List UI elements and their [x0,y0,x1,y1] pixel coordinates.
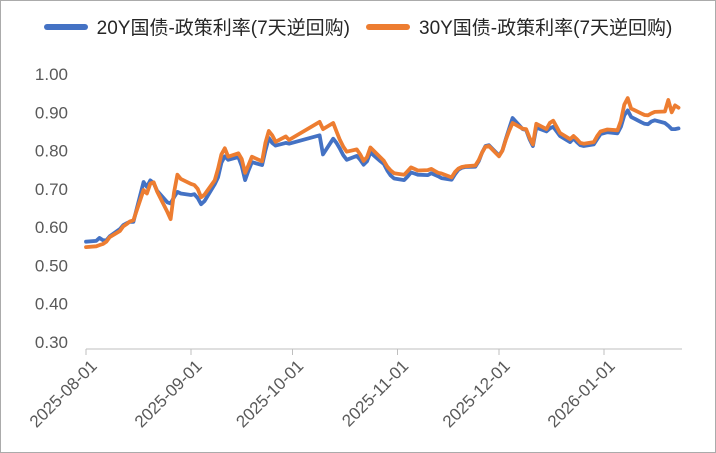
legend-swatch-30y [366,23,410,30]
y-tick-label: 0.40 [35,295,68,314]
x-tick-label: 2025-08-01 [26,356,101,431]
x-tick-label: 2025-11-01 [338,356,412,430]
legend-swatch-20y [43,23,88,30]
y-tick-label: 0.30 [35,333,68,352]
y-tick-label: 1.00 [35,65,68,84]
y-tick-label: 0.50 [35,256,68,275]
series-line-20y [84,108,681,244]
legend-item-30y: 30Y国债-政策利率(7天逆回购) [366,13,672,40]
legend-label-30y: 30Y国债-政策利率(7天逆回购) [419,18,673,39]
x-tick-label: 2025-10-01 [232,356,307,431]
y-tick-label: 0.90 [35,103,68,122]
legend-label-20y: 20Y国债-政策利率(7天逆回购) [96,18,350,39]
chart-legend: 20Y国债-政策利率(7天逆回购) 30Y国债-政策利率(7天逆回购) [1,13,715,40]
y-tick-label: 0.70 [35,180,68,199]
y-tick-label: 0.60 [35,218,68,237]
x-tick-label: 2026-01-01 [544,356,619,431]
x-tick-label: 2025-09-01 [131,356,206,431]
y-tick-label: 0.80 [35,142,68,161]
legend-item-20y: 20Y国债-政策利率(7天逆回购) [43,13,350,40]
x-tick-label: 2025-12-01 [439,356,514,431]
series-line-30y [84,96,681,250]
